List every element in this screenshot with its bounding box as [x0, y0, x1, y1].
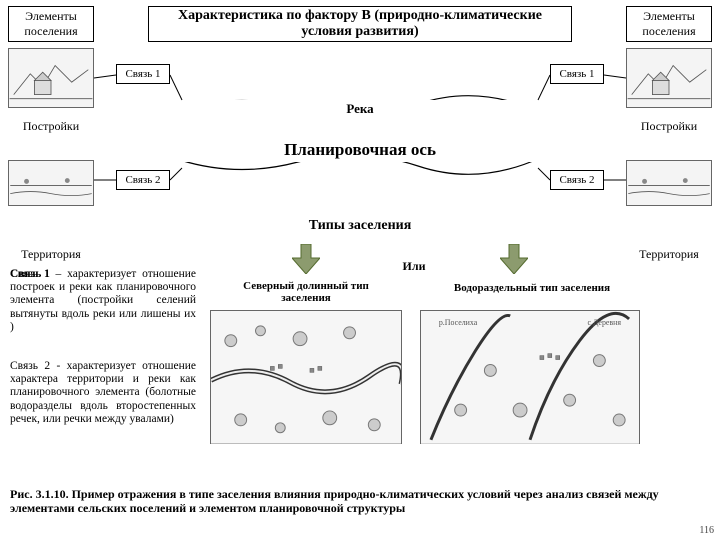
- label-territory-right: Территория: [626, 246, 712, 262]
- header-center: Характеристика по фактору В (природно-кл…: [148, 6, 572, 42]
- map-right-icon: р.Поселиха с.Деревня: [420, 310, 640, 444]
- page-number: 116: [699, 525, 714, 536]
- map-left-icon: [210, 310, 402, 444]
- para-link1-full: Связь 1 – характеризует отношение постро…: [10, 268, 196, 334]
- svg-text:р.Поселиха: р.Поселиха: [439, 318, 478, 327]
- header-right: Элементы поселения: [626, 6, 712, 42]
- sketch-territory-left-icon: [8, 160, 94, 206]
- link1-right: Связь 1: [550, 64, 604, 84]
- sketch-building-right-icon: [626, 48, 712, 108]
- link2-right: Связь 2: [550, 170, 604, 190]
- sketch-territory-right-icon: [626, 160, 712, 206]
- arrow-down-right-icon: [500, 244, 528, 274]
- para-link2-full: Связь 2 - характеризует отношение характ…: [10, 360, 196, 426]
- link2-left: Связь 2: [116, 170, 170, 190]
- types-title: Типы заселения: [178, 216, 542, 236]
- river-label: Река: [178, 100, 542, 118]
- label-buildings-right: Постройки: [626, 118, 712, 134]
- type-right-label: Водораздельный тип заселения: [432, 280, 632, 296]
- label-territory-left: Территория: [8, 246, 94, 262]
- or-label: Или: [394, 258, 434, 274]
- axis-label: Планировочная ось: [178, 138, 542, 162]
- figure-caption: Рис. 3.1.10. Пример отражения в типе зас…: [10, 488, 710, 516]
- label-buildings-left: Постройки: [8, 118, 94, 134]
- link1-left: Связь 1: [116, 64, 170, 84]
- sketch-building-left-icon: [8, 48, 94, 108]
- type-left-label: Северный долинный тип заселения: [216, 280, 396, 306]
- arrow-down-left-icon: [292, 244, 320, 274]
- svg-text:с.Деревня: с.Деревня: [587, 318, 621, 327]
- header-left: Элементы поселения: [8, 6, 94, 42]
